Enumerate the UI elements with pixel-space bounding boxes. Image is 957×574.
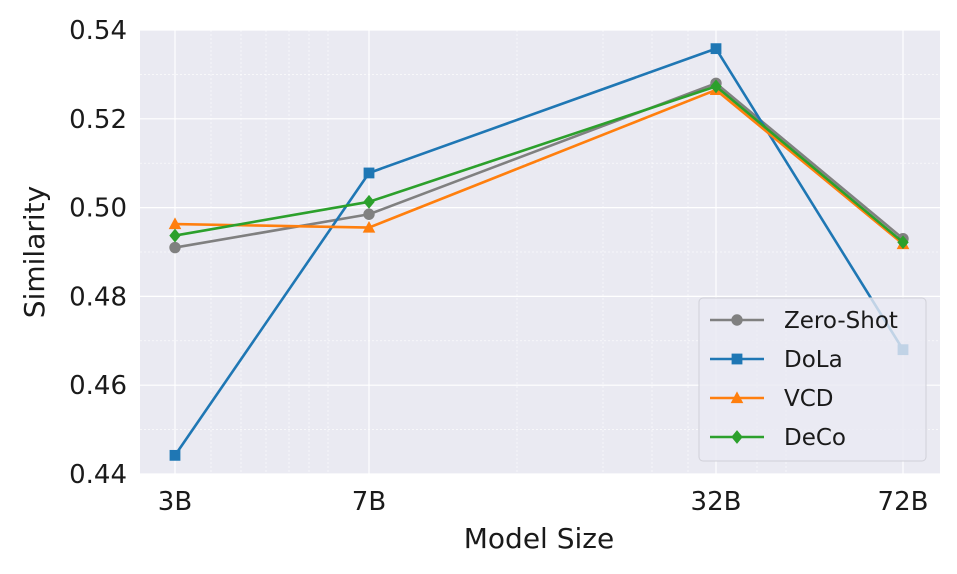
x-tick-labels: 3B 7B 32B 72B: [158, 487, 929, 517]
y-tick-label: 0.44: [69, 460, 127, 490]
y-tick-label: 0.52: [69, 105, 127, 135]
y-tick-labels: 0.44 0.46 0.48 0.50 0.52 0.54: [69, 16, 127, 490]
x-tick-label: 72B: [878, 487, 929, 517]
data-point-dola: [363, 167, 375, 179]
data-point-zero-shot: [169, 241, 181, 254]
legend-marker-dola: [731, 353, 743, 365]
y-tick-label: 0.50: [69, 194, 127, 224]
grid: [140, 29, 940, 475]
series-deco: [169, 79, 909, 250]
legend-marker-vcd: [730, 391, 744, 404]
data-point-vcd: [362, 220, 376, 233]
data-point-dola: [710, 43, 722, 55]
data-point-vcd: [168, 217, 182, 230]
legend-marker-deco: [731, 430, 743, 444]
series-line-zero-shot: [174, 81, 904, 249]
y-tick-label: 0.48: [69, 282, 127, 312]
x-tick-label: 7B: [352, 487, 386, 517]
legend-marker-zero-shot: [731, 314, 743, 326]
series-vcd: [168, 83, 910, 250]
y-tick-label: 0.46: [69, 371, 127, 401]
x-tick-label: 3B: [158, 487, 192, 517]
data-point-deco: [363, 194, 375, 209]
legend-label-dola: DoLa: [784, 347, 843, 373]
series-group: [168, 43, 910, 461]
series-line-deco: [174, 85, 904, 244]
data-point-deco: [710, 79, 722, 94]
y-axis-title: Similarity: [18, 186, 51, 318]
x-tick-label: 32B: [691, 487, 742, 517]
x-axis-title: Model Size: [464, 522, 614, 555]
legend-label-deco: DeCo: [784, 425, 846, 451]
data-point-dola: [169, 449, 181, 461]
data-point-deco: [897, 235, 909, 250]
series-zero-shot: [169, 77, 909, 254]
series-line-dola: [173, 47, 905, 457]
data-point-deco: [169, 228, 181, 243]
y-tick-label: 0.54: [69, 16, 127, 46]
legend: Zero-Shot DoLa VCD DeCo: [698, 297, 927, 462]
data-point-zero-shot: [363, 208, 375, 220]
legend-box: [698, 297, 927, 462]
series-line-vcd: [174, 88, 904, 246]
legend-label-zero-shot: Zero-Shot: [784, 308, 898, 334]
legend-label-vcd: VCD: [784, 386, 834, 412]
